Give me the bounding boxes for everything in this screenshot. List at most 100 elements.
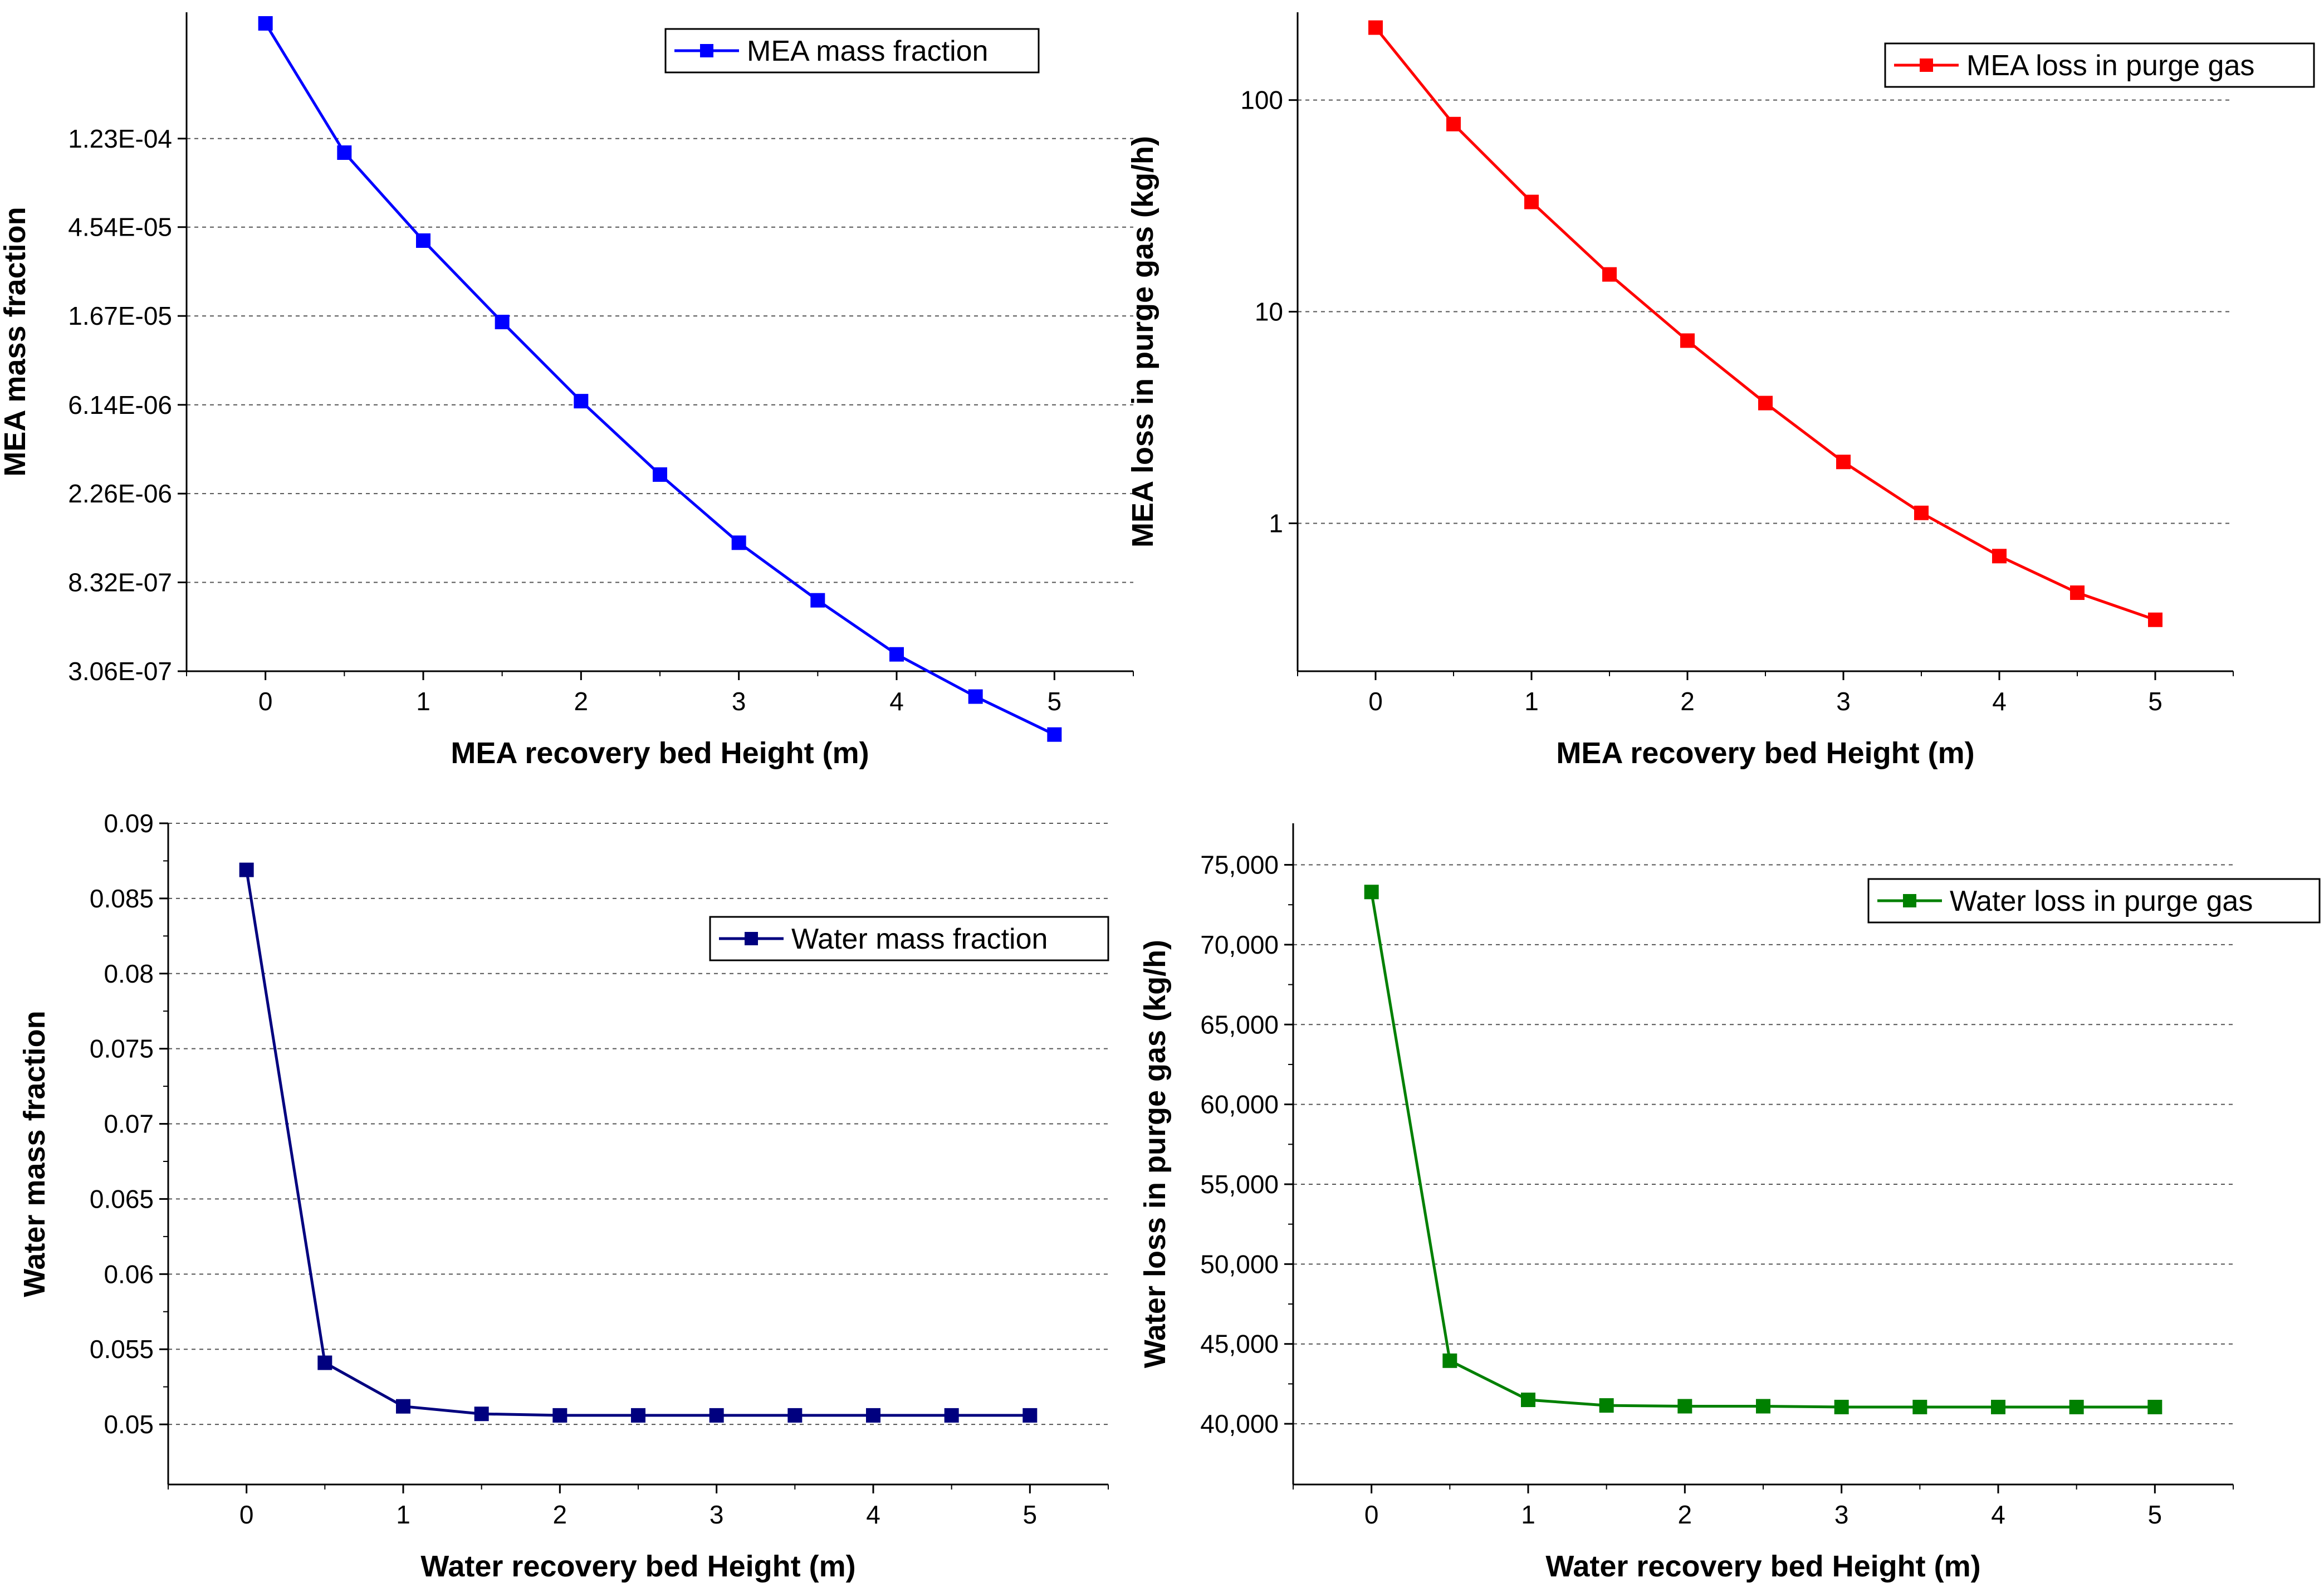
y-tick-label: 2.26E-06 [68, 479, 172, 508]
data-point [337, 145, 352, 160]
y-tick-label: 60,000 [1200, 1090, 1279, 1119]
data-point [889, 647, 904, 662]
data-point [1047, 727, 1062, 742]
data-point [1756, 1399, 1770, 1414]
y-tick-label: 0.085 [90, 884, 154, 913]
data-point [1836, 455, 1851, 470]
x-tick-label: 1 [1521, 1500, 1535, 1529]
x-tick-label: 4 [1991, 1500, 2005, 1529]
data-point [1442, 1353, 1457, 1368]
data-point [1992, 549, 2007, 564]
y-tick-label: 10 [1255, 297, 1283, 326]
data-point [258, 16, 273, 31]
data-point [1446, 116, 1461, 131]
series-line [264, 22, 1055, 736]
x-tick-label: 2 [1678, 1500, 1692, 1529]
x-tick-label: 4 [889, 687, 904, 716]
series-line [1370, 891, 2155, 1409]
legend-label: Water mass fraction [791, 923, 1048, 955]
data-point [416, 233, 430, 248]
data-point [1602, 267, 1617, 282]
y-tick-label: 0.09 [104, 809, 154, 838]
data-point [866, 1408, 880, 1423]
legend-marker [1903, 894, 1916, 907]
x-tick-label: 3 [1836, 687, 1851, 716]
data-point [474, 1407, 489, 1422]
data-point [631, 1408, 645, 1423]
x-tick-label: 5 [1023, 1500, 1038, 1529]
legend-label: MEA loss in purge gas [1966, 50, 2254, 82]
legend-label: Water loss in purge gas [1950, 885, 2253, 917]
y-tick-label: 50,000 [1200, 1249, 1279, 1278]
y-axis-title: Water loss in purge gas (kg/h) [1138, 940, 1172, 1368]
data-point [2147, 1399, 2162, 1414]
x-tick-label: 1 [416, 687, 430, 716]
y-tick-label: 0.08 [104, 959, 154, 988]
data-point [239, 862, 254, 877]
chart-mea-loss: 1 10 100 0 1 2 3 4 5 MEA recovery bed Height (m) M… [1126, 12, 2315, 770]
chart-water-fraction: 0.05 0.055 0.06 0.065 0.07 0.075 0.08 0.085 0.09… [18, 809, 1109, 1583]
x-tick-label: 5 [1048, 687, 1062, 716]
x-tick-label: 0 [1368, 687, 1383, 716]
y-tick-label: 45,000 [1200, 1330, 1279, 1359]
data-point [787, 1408, 803, 1423]
x-tick-label: 0 [1364, 1500, 1379, 1529]
legend-marker [1920, 58, 1933, 72]
x-axis-title: MEA recovery bed Height (m) [451, 736, 869, 770]
x-tick-label: 4 [866, 1500, 880, 1529]
x-tick-label: 5 [2148, 1500, 2162, 1529]
data-point [574, 394, 589, 409]
data-point [810, 593, 825, 608]
y-tick-label: 1.23E-04 [68, 124, 172, 153]
y-tick-label: 0.065 [90, 1184, 154, 1213]
y-tick-label: 6.14E-06 [68, 390, 172, 419]
legend-marker [745, 932, 758, 945]
data-point [944, 1408, 959, 1423]
x-axis-title: MEA recovery bed Height (m) [1556, 736, 1974, 770]
x-axis-title: Water recovery bed Height (m) [420, 1550, 855, 1583]
y-tick-label: 75,000 [1200, 851, 1279, 880]
y-axis-title: MEA loss in purge gas (kg/h) [1126, 136, 1159, 548]
y-tick-label: 0.07 [104, 1110, 154, 1139]
data-point [1680, 333, 1695, 348]
data-point [396, 1399, 410, 1414]
data-point [731, 535, 746, 550]
y-axis-title: Water mass fraction [18, 1010, 51, 1297]
x-tick-label: 1 [1524, 687, 1539, 716]
legend-marker [700, 44, 713, 57]
y-tick-label: 55,000 [1200, 1170, 1279, 1199]
data-point [1599, 1398, 1614, 1413]
data-point [1364, 885, 1379, 900]
data-point [1368, 20, 1383, 35]
y-tick-label: 1.67E-05 [68, 301, 172, 330]
x-tick-label: 5 [2148, 687, 2162, 716]
y-tick-label: 1 [1269, 509, 1283, 538]
data-point [317, 1355, 332, 1370]
data-point [709, 1408, 724, 1423]
y-tick-label: 0.055 [90, 1335, 154, 1364]
legend-box [1867, 878, 2321, 924]
y-axis-title: MEA mass fraction [0, 207, 32, 476]
data-point [1914, 505, 1929, 520]
y-tick-label: 8.32E-07 [68, 568, 172, 597]
y-tick-label: 40,000 [1200, 1409, 1279, 1438]
data-point [2070, 585, 2085, 600]
data-point [2069, 1399, 2084, 1414]
data-point [1677, 1399, 1692, 1414]
data-point [1758, 395, 1773, 411]
data-point [552, 1408, 567, 1423]
data-point [653, 467, 667, 482]
y-tick-label: 100 [1240, 86, 1283, 115]
data-point [2148, 612, 2162, 627]
series-line [1374, 26, 2156, 622]
x-tick-label: 0 [258, 687, 273, 716]
chart-water-loss: 40,000 45,000 50,000 55,000 60,000 65,000 70,0… [1138, 823, 2321, 1583]
x-tick-label: 3 [732, 687, 746, 716]
x-tick-label: 3 [710, 1500, 724, 1529]
data-point [1524, 194, 1539, 209]
y-tick-label: 3.06E-07 [68, 657, 172, 686]
y-tick-label: 0.06 [104, 1259, 154, 1288]
y-tick-label: 70,000 [1200, 930, 1279, 959]
x-tick-label: 4 [1992, 687, 2007, 716]
